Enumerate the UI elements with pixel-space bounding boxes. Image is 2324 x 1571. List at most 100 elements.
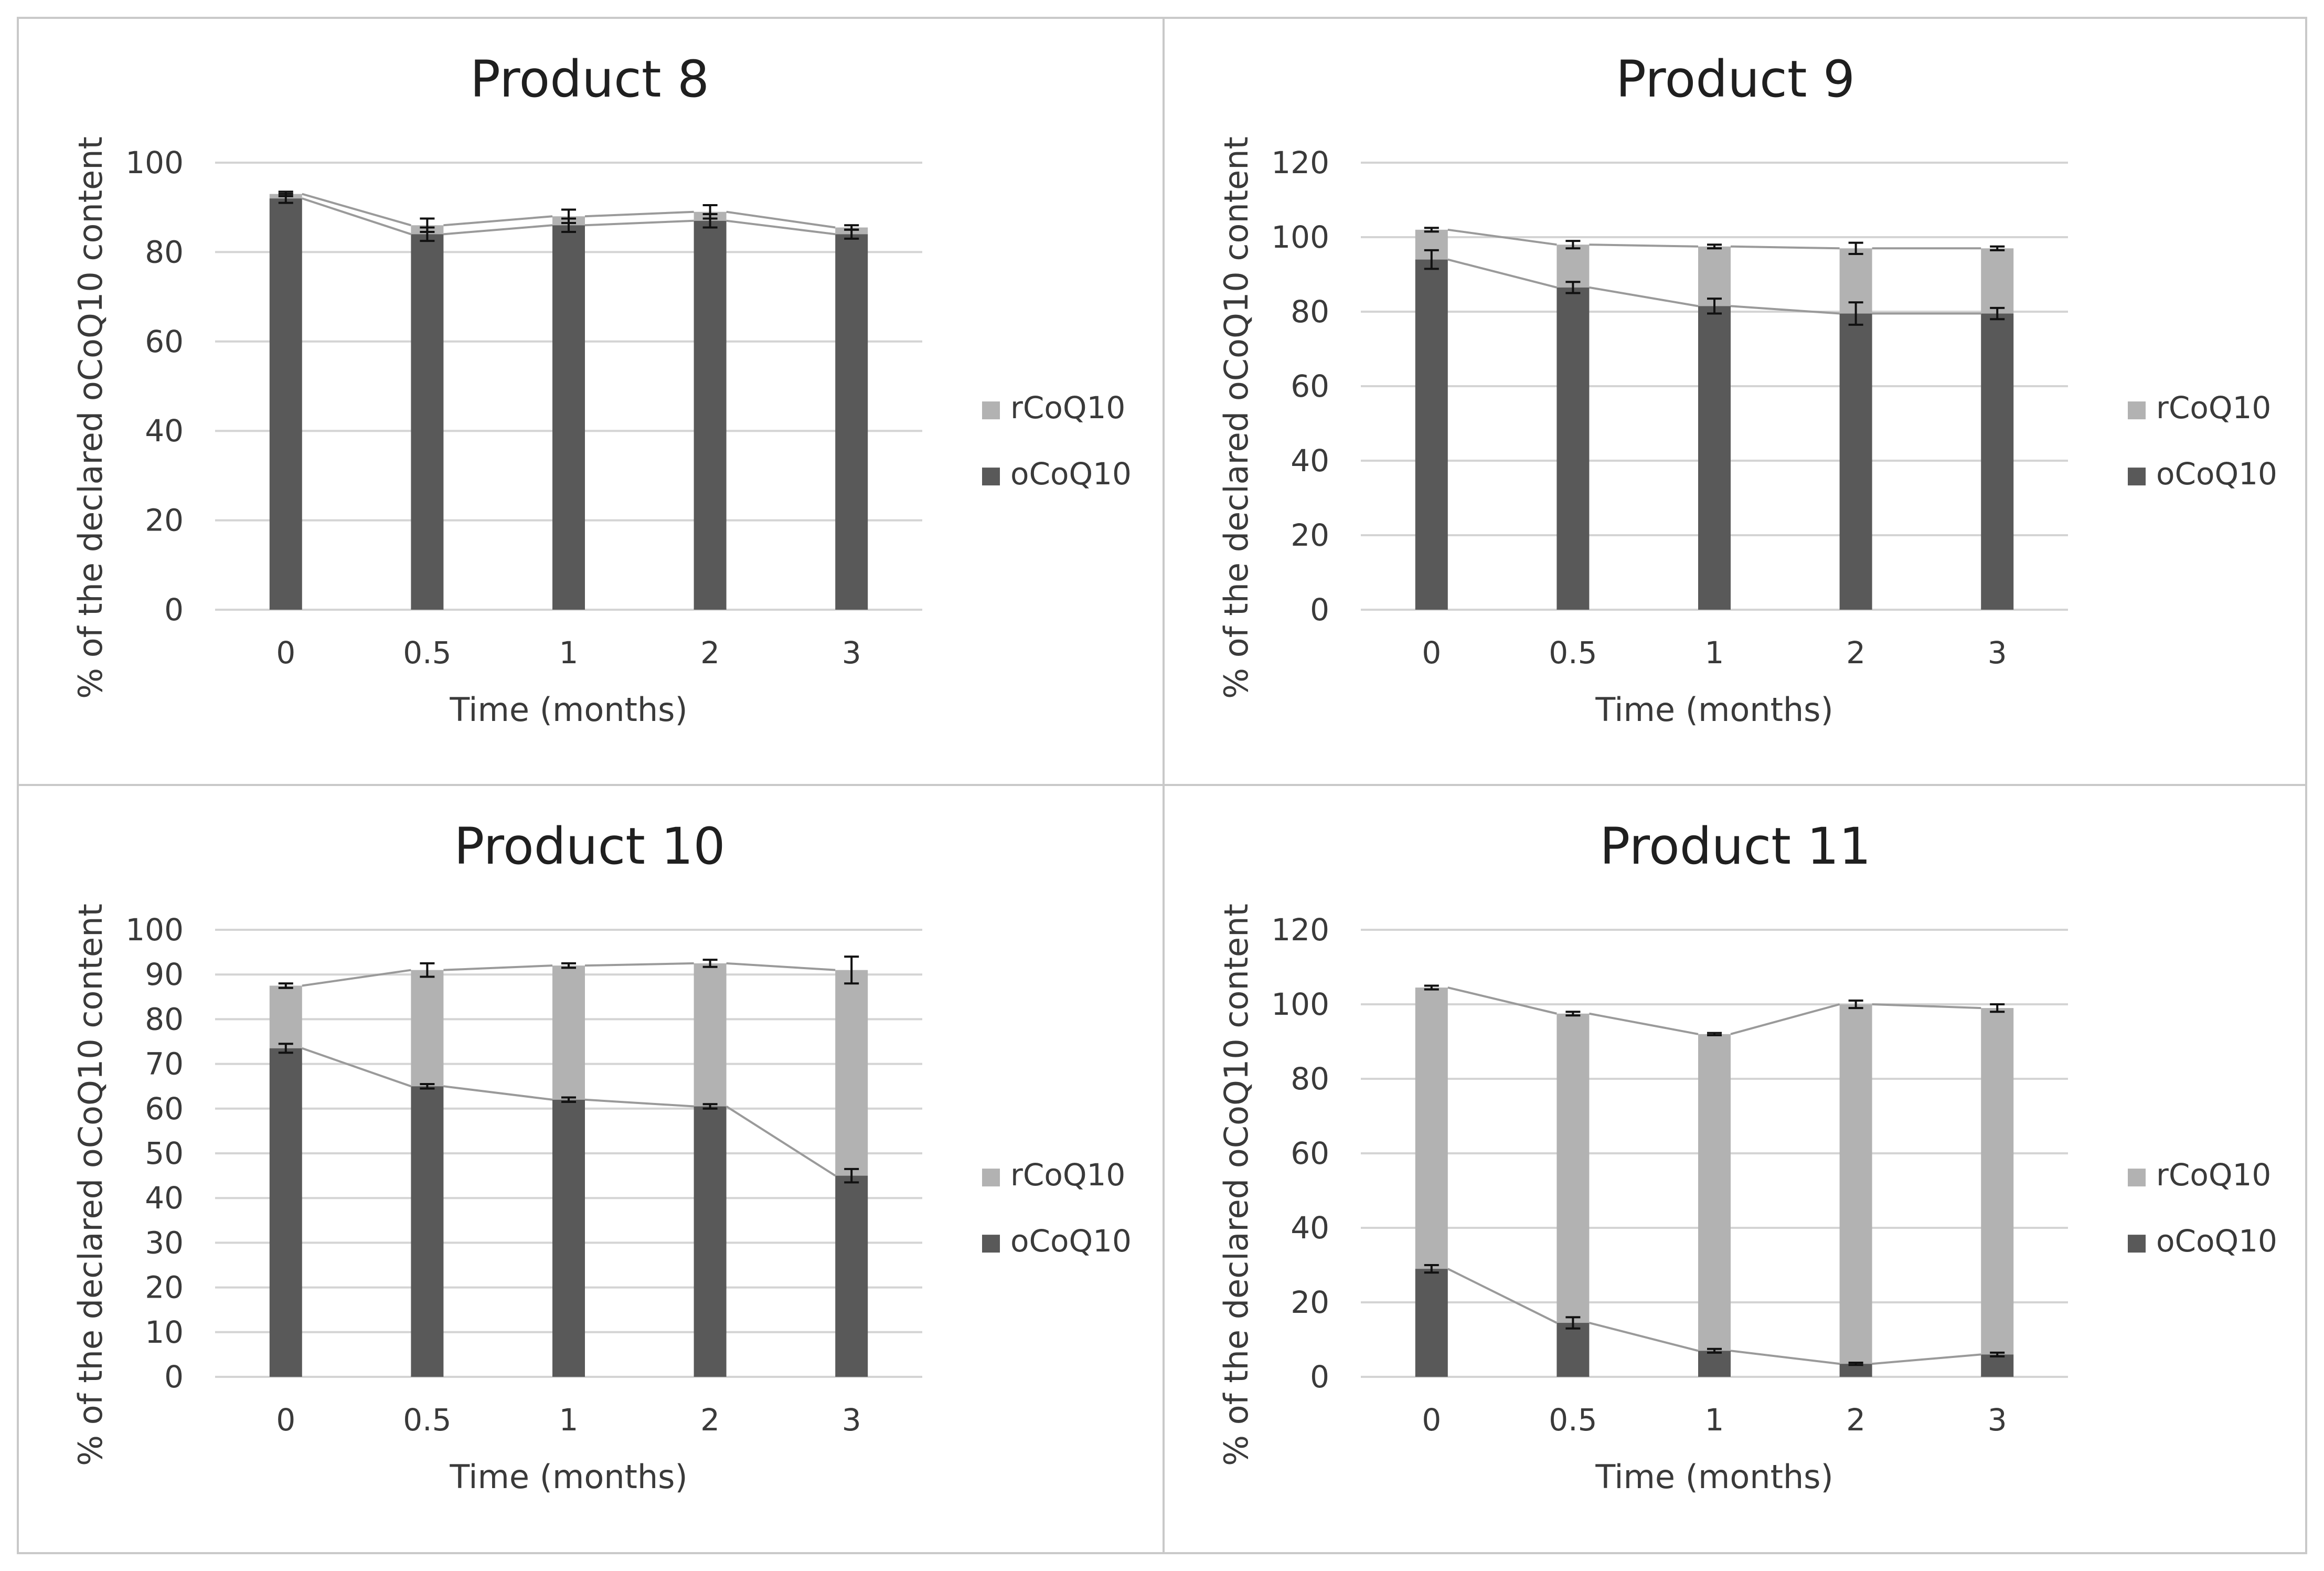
series-line-oCoQ10 [726, 219, 836, 236]
chart-title: Product 9 [1616, 50, 1855, 109]
y-tick-label: 40 [1291, 1210, 1329, 1246]
x-tick-label: 2 [700, 635, 720, 671]
series-line-oCoQ10 [584, 219, 694, 227]
panel-frame [17, 17, 1165, 786]
y-tick-label: 60 [145, 324, 184, 359]
series-line-total [1872, 1003, 1981, 1010]
x-tick-label: 0.5 [403, 635, 451, 671]
bar-oCoQ10 [552, 1099, 585, 1377]
series-line-total [1447, 986, 1557, 1015]
legend-swatch-oCoQ10 [982, 468, 1000, 486]
y-axis-label: % of the declared oCoQ10 content [1217, 136, 1255, 699]
chart-title: Product 10 [454, 817, 725, 876]
y-tick-label: 100 [1271, 986, 1329, 1022]
bar-oCoQ10 [694, 220, 727, 610]
series-line-oCoQ10 [1447, 258, 1557, 289]
y-tick-label: 80 [1291, 1061, 1329, 1097]
x-tick-label: 2 [1846, 1402, 1865, 1438]
legend-swatch-rCoQ10 [2128, 401, 2146, 420]
x-tick-label: 2 [1846, 635, 1865, 671]
y-tick-label: 120 [1271, 145, 1329, 181]
series-line-oCoQ10 [302, 197, 412, 236]
chart-panel-product-9: Product 9 0 20 40 60 80 100 120 0 0.5 1 2 3 Time (mon… [1163, 17, 2307, 786]
bar-rCoQ10 [411, 970, 444, 1087]
bar-rCoQ10 [1698, 246, 1731, 306]
bar-oCoQ10 [1839, 1364, 1872, 1377]
bar-oCoQ10 [269, 1048, 302, 1377]
x-tick-label: 3 [1988, 1402, 2007, 1438]
series-line-total [584, 962, 694, 967]
x-tick-label: 0 [276, 635, 295, 671]
legend-swatch-rCoQ10 [982, 401, 1000, 420]
legend-swatch-oCoQ10 [2128, 1235, 2146, 1253]
x-axis-label: Time (months) [449, 1458, 687, 1496]
chart-title: Product 8 [470, 50, 709, 109]
bar-oCoQ10 [835, 1175, 868, 1377]
y-tick-label: 60 [1291, 1135, 1329, 1171]
chart-panel-product-8: Product 8 0 20 40 60 80 100 0 0.5 1 2 3 Time (months… [17, 17, 1165, 786]
y-tick-label: 40 [145, 413, 184, 449]
x-tick-label: 3 [1988, 635, 2007, 671]
x-tick-label: 0 [1422, 635, 1441, 671]
x-tick-label: 2 [700, 1402, 720, 1438]
bar-rCoQ10 [835, 970, 868, 1176]
y-tick-label: 100 [1271, 219, 1329, 255]
y-tick-label: 10 [145, 1314, 184, 1350]
bar-oCoQ10 [1839, 313, 1872, 610]
legend-swatch-oCoQ10 [982, 1235, 1000, 1253]
series-line-oCoQ10 [1872, 1353, 1981, 1365]
bar-rCoQ10 [1981, 1008, 2014, 1355]
y-tick-label: 80 [145, 1001, 184, 1037]
x-tick-label: 1 [559, 635, 579, 671]
series-line-total [443, 215, 553, 227]
y-axis-label: % of the declared oCoQ10 content [71, 904, 110, 1466]
bar-oCoQ10 [1557, 287, 1590, 610]
y-tick-label: 100 [125, 912, 184, 948]
bar-rCoQ10 [694, 963, 727, 1107]
panel-frame [1163, 784, 2307, 1554]
x-tick-label: 1 [1705, 1402, 1724, 1438]
legend-label-oCoQ10: oCoQ10 [2156, 456, 2277, 492]
series-line-oCoQ10 [443, 224, 553, 236]
series-line-oCoQ10 [1589, 1322, 1699, 1352]
x-tick-label: 1 [1705, 635, 1724, 671]
panel-frame [1163, 17, 2307, 786]
y-tick-label: 40 [145, 1180, 184, 1216]
series-line-oCoQ10 [1730, 305, 1840, 315]
bar-rCoQ10 [1415, 988, 1448, 1269]
series-line-oCoQ10 [302, 1047, 412, 1088]
y-tick-label: 40 [1291, 443, 1329, 479]
bar-rCoQ10 [1981, 248, 2014, 314]
x-tick-label: 3 [842, 1402, 861, 1438]
x-axis-label: Time (months) [1595, 691, 1833, 729]
y-tick-label: 20 [145, 503, 184, 538]
legend-label-oCoQ10: oCoQ10 [1010, 1223, 1132, 1259]
series-line-total [1589, 243, 1699, 248]
legend-swatch-rCoQ10 [982, 1169, 1000, 1187]
y-tick-label: 60 [145, 1091, 184, 1127]
bar-oCoQ10 [1415, 259, 1448, 610]
series-line-total [1730, 245, 1840, 250]
series-line-total [726, 210, 836, 229]
y-tick-label: 0 [1310, 1359, 1329, 1395]
x-tick-label: 1 [559, 1402, 579, 1438]
bar-oCoQ10 [1981, 313, 2014, 610]
y-axis-label: % of the declared oCoQ10 content [1217, 904, 1255, 1466]
x-axis-label: Time (months) [1595, 1458, 1833, 1496]
chart-title: Product 11 [1600, 817, 1871, 876]
bar-oCoQ10 [411, 234, 444, 610]
legend-label-rCoQ10: rCoQ10 [2156, 1157, 2271, 1193]
x-tick-label: 0.5 [403, 1402, 451, 1438]
bar-oCoQ10 [552, 225, 585, 610]
y-tick-label: 60 [1291, 368, 1329, 404]
legend-label-oCoQ10: oCoQ10 [1010, 456, 1132, 492]
legend-swatch-oCoQ10 [2128, 468, 2146, 486]
y-tick-label: 20 [1291, 1285, 1329, 1320]
legend-label-oCoQ10: oCoQ10 [2156, 1223, 2277, 1259]
series-line-total [443, 964, 553, 971]
y-tick-label: 80 [1291, 294, 1329, 330]
series-line-oCoQ10 [1447, 1268, 1558, 1324]
y-tick-label: 0 [1310, 592, 1329, 628]
legend-label-rCoQ10: rCoQ10 [1010, 390, 1125, 426]
